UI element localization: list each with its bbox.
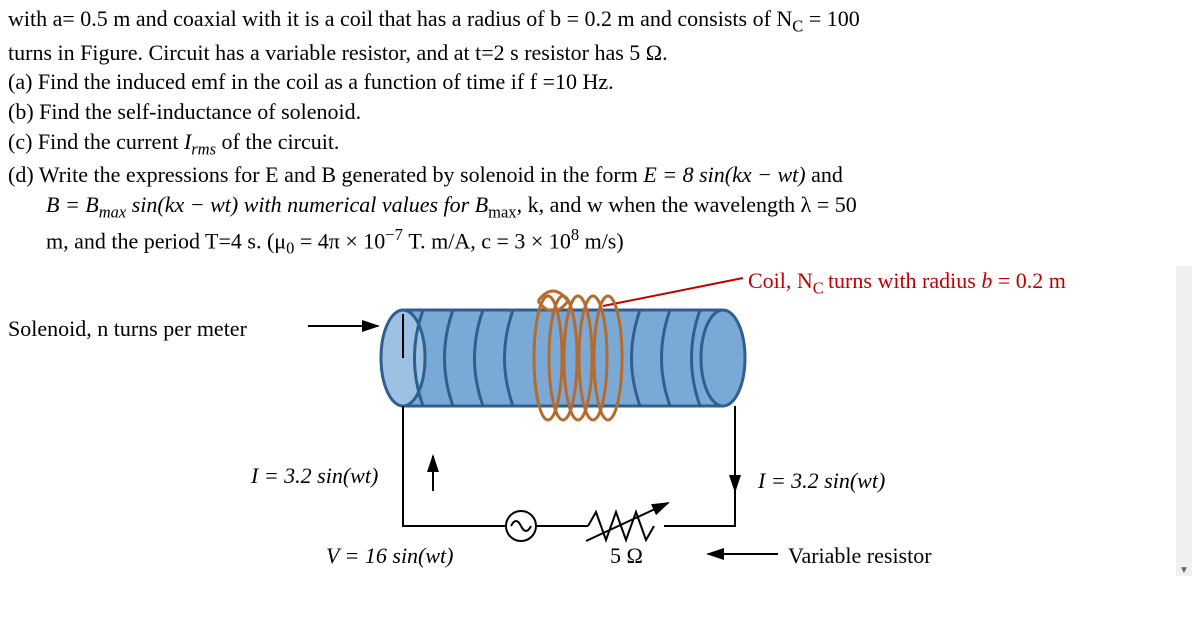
d2-post: , k, and w when the wavelength λ = 50 (517, 192, 857, 217)
problem-statement: with a= 0.5 m and coaxial with it is a c… (8, 4, 1192, 260)
part-d-line2: B = Bmax sin(kx − wt) with numerical val… (8, 190, 1192, 224)
line1-sub: C (792, 16, 803, 35)
line1-post: = 100 (803, 6, 859, 31)
d1-pre: (d) Write the expressions for E and B ge… (8, 162, 643, 187)
part-a: (a) Find the induced emf in the coil as … (8, 67, 1192, 97)
d2-sub2: max (488, 202, 516, 221)
c-post: of the circuit. (216, 129, 339, 154)
d2-pre: B = B (46, 192, 99, 217)
circuit-wires (403, 406, 735, 541)
d1-eq: E = 8 sin(kx − wt) (643, 162, 805, 187)
scroll-down-icon[interactable]: ▼ (1179, 564, 1189, 574)
d1-post: and (806, 162, 843, 187)
c-pre: (c) Find the current (8, 129, 184, 154)
part-c: (c) Find the current Irms of the circuit… (8, 127, 1192, 161)
d3-pre: m, and the period T=4 s. (μ (46, 228, 286, 253)
d3-sup1: −7 (385, 225, 403, 244)
d2-sub1: max (99, 202, 127, 221)
d3-mid: = 4π × 10 (294, 228, 385, 253)
c-sub: rms (191, 139, 216, 158)
circuit-diagram: Coil, NC turns with radius b = 0.2 m Sol… (8, 266, 1192, 576)
scrollbar[interactable]: ▼ (1176, 266, 1192, 576)
d3-mid2: T. m/A, c = 3 × 10 (403, 228, 571, 253)
diagram-svg (8, 266, 1192, 576)
line-2: turns in Figure. Circuit has a variable … (8, 38, 1192, 68)
part-d-line3: m, and the period T=4 s. (μ0 = 4π × 10−7… (8, 224, 1192, 260)
d2-mid: sin(kx − wt) with numerical values for B (126, 192, 488, 217)
d3-sup2: 8 (571, 225, 579, 244)
line1-pre: with a= 0.5 m and coaxial with it is a c… (8, 6, 792, 31)
d3-post: m/s) (579, 228, 624, 253)
part-d-line1: (d) Write the expressions for E and B ge… (8, 160, 1192, 190)
part-b: (b) Find the self-inductance of solenoid… (8, 97, 1192, 127)
line-1: with a= 0.5 m and coaxial with it is a c… (8, 4, 1192, 38)
